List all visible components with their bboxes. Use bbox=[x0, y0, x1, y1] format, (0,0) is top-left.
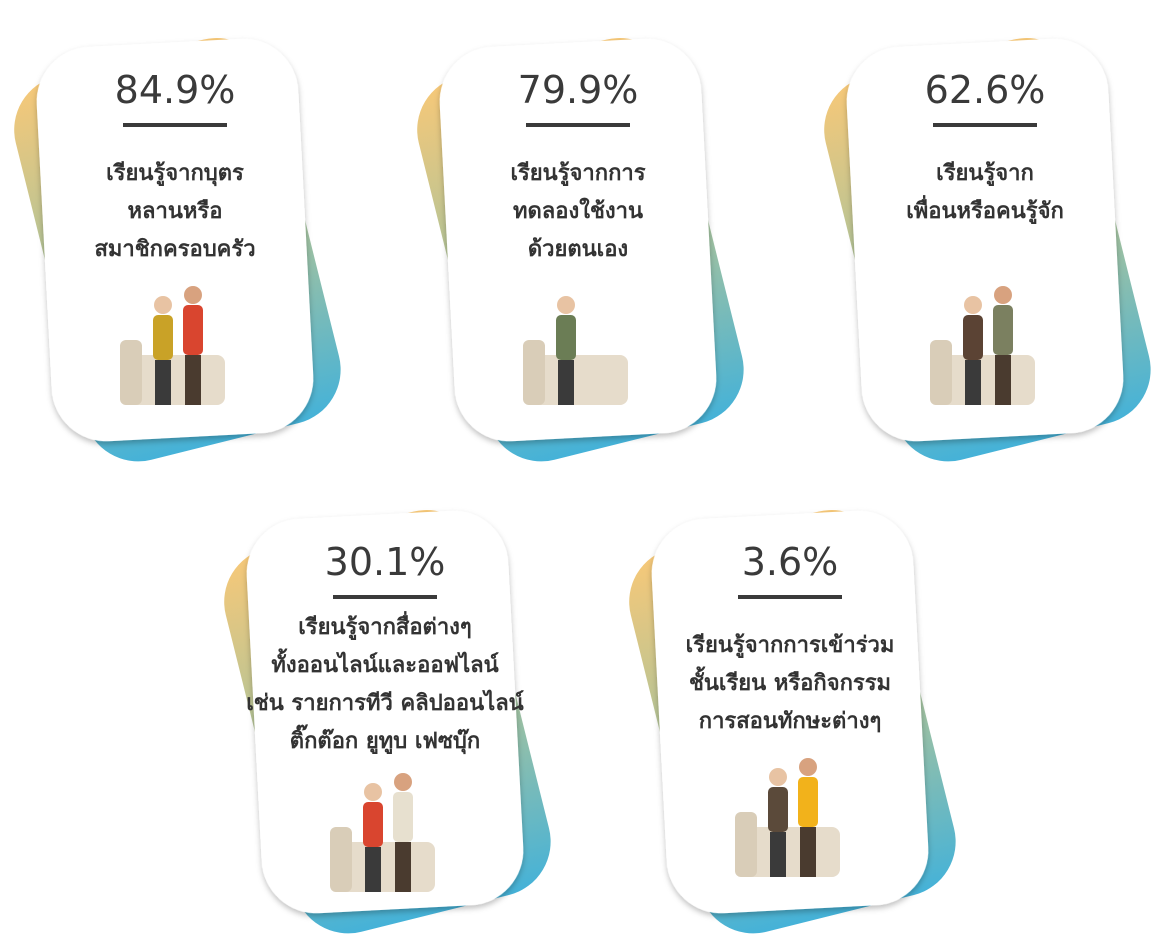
person-legs bbox=[770, 832, 786, 877]
person-legs bbox=[155, 360, 171, 405]
label-line: ติ๊กต๊อก ยูทูบ เฟซบุ๊ก bbox=[290, 724, 480, 755]
percent: 30.1% bbox=[325, 540, 446, 584]
illustration bbox=[120, 286, 225, 405]
person-head bbox=[557, 296, 575, 314]
percent: 62.6% bbox=[925, 68, 1046, 112]
card: 30.1% เรียนรู้จากสื่อต่างๆทั้งออนไลน์และอ… bbox=[224, 510, 551, 934]
person-legs bbox=[965, 360, 981, 405]
person-head bbox=[994, 286, 1012, 304]
sofa-arm bbox=[523, 340, 545, 405]
label-line: เรียนรู้จากบุตร bbox=[106, 161, 244, 187]
card-face bbox=[36, 38, 314, 442]
sofa-arm bbox=[735, 812, 757, 877]
person-head bbox=[364, 783, 382, 801]
label-line: ด้วยตนเอง bbox=[528, 237, 628, 262]
person-head bbox=[154, 296, 172, 314]
person-body bbox=[963, 315, 983, 360]
person-body bbox=[393, 792, 413, 842]
person-head bbox=[769, 768, 787, 786]
underline bbox=[333, 595, 437, 599]
card-face bbox=[846, 38, 1124, 442]
card-face bbox=[651, 510, 929, 914]
label-line: ทดลองใช้งาน bbox=[513, 197, 643, 224]
person-body bbox=[556, 315, 576, 360]
label-line: เรียนรู้จากการเข้าร่วม bbox=[686, 633, 895, 659]
illustration bbox=[735, 758, 840, 877]
person-legs bbox=[395, 842, 411, 892]
percent: 79.9% bbox=[518, 68, 639, 112]
person-legs bbox=[185, 355, 201, 405]
label-line: เพื่อนหรือคนรู้จัก bbox=[906, 194, 1064, 225]
label-line: ทั้งออนไลน์และออฟไลน์ bbox=[271, 648, 499, 678]
card: 3.6% เรียนรู้จากการเข้าร่วมชั้นเรียน หรือ… bbox=[629, 510, 956, 934]
person-body bbox=[363, 802, 383, 847]
person-legs bbox=[995, 355, 1011, 405]
illustration bbox=[523, 296, 628, 405]
label-line: เรียนรู้จากสื่อต่างๆ bbox=[298, 610, 472, 641]
person-body bbox=[153, 315, 173, 360]
sofa-arm bbox=[120, 340, 142, 405]
underline bbox=[123, 123, 227, 127]
illustration bbox=[930, 286, 1035, 405]
person-head bbox=[964, 296, 982, 314]
card: 84.9% เรียนรู้จากบุตรหลานหรือสมาชิกครอบคร… bbox=[14, 38, 341, 462]
illustration bbox=[330, 773, 435, 892]
percent: 3.6% bbox=[742, 540, 839, 584]
person-head bbox=[184, 286, 202, 304]
label-line: เช่น รายการทีวี คลิปออนไลน์ bbox=[246, 689, 524, 716]
label-line: สมาชิกครอบครัว bbox=[94, 237, 255, 262]
percent: 84.9% bbox=[115, 68, 236, 112]
sofa-arm bbox=[930, 340, 952, 405]
underline bbox=[526, 123, 630, 127]
person-body bbox=[993, 305, 1013, 355]
person-body bbox=[183, 305, 203, 355]
label-line: หลานหรือ bbox=[128, 199, 223, 224]
label-line: การสอนทักษะต่างๆ bbox=[699, 709, 882, 734]
person-body bbox=[768, 787, 788, 832]
person-legs bbox=[558, 360, 574, 405]
underline bbox=[738, 595, 842, 599]
person-head bbox=[799, 758, 817, 776]
card-face bbox=[439, 38, 717, 442]
underline bbox=[933, 123, 1037, 127]
sofa-arm bbox=[330, 827, 352, 892]
label-line: เรียนรู้จาก bbox=[936, 161, 1034, 187]
card-face bbox=[246, 510, 524, 914]
person-body bbox=[798, 777, 818, 827]
person-head bbox=[394, 773, 412, 791]
label-line: ชั้นเรียน หรือกิจกรรม bbox=[689, 666, 891, 696]
person-legs bbox=[365, 847, 381, 892]
label-line: เรียนรู้จากการ bbox=[510, 161, 645, 187]
person-legs bbox=[800, 827, 816, 877]
sofa bbox=[528, 355, 628, 405]
